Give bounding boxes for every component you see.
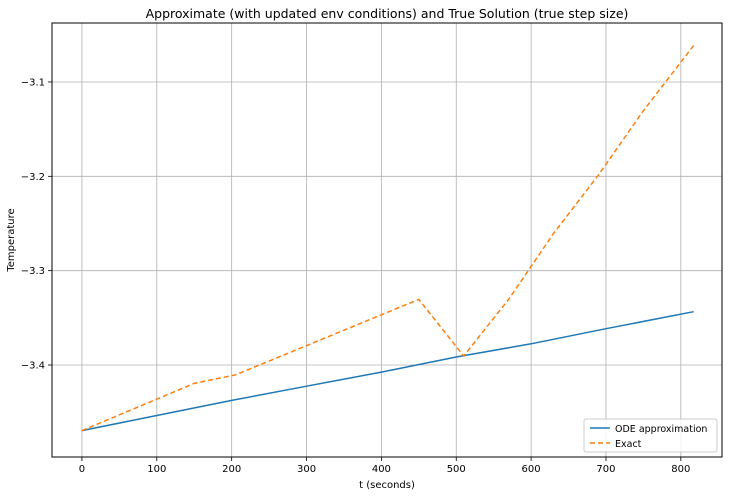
x-tick-label: 0 — [79, 464, 85, 475]
y-tick-label: −3.4 — [21, 361, 45, 372]
series-line-exact-point — [81, 430, 83, 432]
series-line-exact-point — [597, 174, 599, 176]
x-tick-label: 800 — [671, 464, 690, 475]
series-line-ode-approximation-point — [380, 371, 382, 373]
x-axis-label: t (seconds) — [359, 480, 415, 491]
series-line-ode-approximation-point — [693, 311, 695, 313]
x-axis: 0 100 200 300 400 500 600 700 800 — [79, 457, 690, 475]
series-line-ode-approximation-point — [156, 414, 158, 416]
series-line-exact-point — [418, 298, 420, 300]
series-layer — [81, 45, 695, 432]
y-tick-label: −3.1 — [21, 77, 45, 88]
series-line-ode-approximation — [81, 310, 694, 432]
series-line-ode-approximation-point — [605, 328, 607, 330]
x-tick-label: 700 — [596, 464, 615, 475]
x-tick-label: 300 — [297, 464, 316, 475]
series-line-exact-point — [642, 110, 644, 112]
legend-label-ode-approximation: ODE approximation — [615, 424, 707, 435]
series-line-ode-approximation-point — [455, 356, 457, 358]
x-tick-label: 100 — [147, 464, 166, 475]
series-line-exact-point — [553, 232, 555, 234]
x-tick-label: 600 — [522, 464, 541, 475]
y-tick-label: −3.3 — [21, 266, 45, 277]
series-line-ode-approximation-point — [306, 385, 308, 387]
series-line-exact — [81, 45, 695, 432]
y-tick-label: −3.2 — [21, 172, 45, 183]
series-line-exact-point — [508, 298, 510, 300]
legend-box — [583, 418, 718, 453]
series-line-exact-point — [193, 382, 195, 384]
x-tick-label: 400 — [372, 464, 391, 475]
grid — [52, 23, 722, 457]
series-line-ode-approximation-point — [530, 343, 532, 345]
x-tick-label: 500 — [447, 464, 466, 475]
series-line-exact-point — [463, 355, 465, 357]
chart-title: Approximate (with updated env conditions… — [146, 6, 629, 21]
series-line-ode-approximation-point — [231, 399, 233, 401]
legend-label-exact: Exact — [615, 439, 642, 450]
y-axis: −3.4 −3.3 −3.2 −3.1 — [21, 77, 52, 372]
legend: ODE approximation Exact — [583, 418, 718, 453]
plot-frame — [51, 22, 723, 458]
x-tick-label: 200 — [222, 464, 241, 475]
series-line-exact-point — [234, 374, 236, 376]
series-line-exact-point — [693, 45, 695, 47]
y-axis-label: Temperature — [6, 208, 17, 272]
